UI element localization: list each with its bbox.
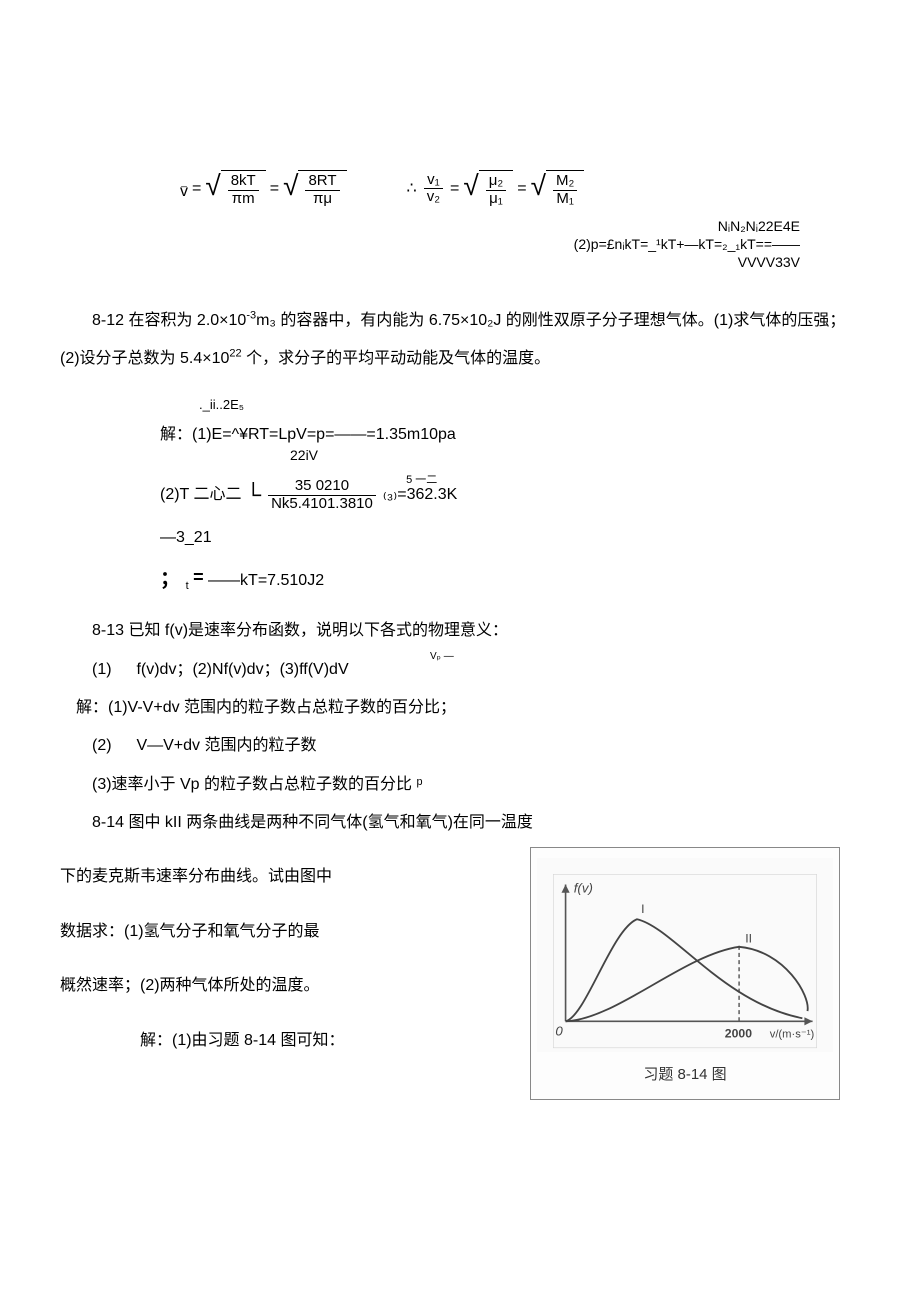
svg-text:v/(m·s⁻¹): v/(m·s⁻¹)	[770, 1029, 815, 1041]
svg-text:f(v): f(v)	[574, 881, 593, 896]
problem-8-14-head: 8-14 图中 kII 两条曲线是两种不同气体(氢气和氧气)在同一温度	[60, 804, 860, 842]
maxwell-distribution-chart: f(v)02000v/(m·s⁻¹)III	[537, 858, 833, 1052]
sol812-pre: ._ii..2E₅	[160, 393, 860, 416]
problem-8-13-list: (1) f(v)dv；(2)Nf(v)dv；(3)ff(V)dV Vₚ —	[60, 651, 860, 689]
document-page: _ v = √ 8kT πm = √	[0, 0, 920, 1170]
p813-ans2-label: (2)	[92, 727, 132, 765]
sol812-line2-a: (2)T 二心二	[160, 485, 242, 506]
formula-sub-mid: (2)p=£nᵢkT=_¹kT+—kT=₂_₁kT==——	[180, 235, 800, 253]
svg-text:I: I	[641, 903, 644, 917]
sol812-line2-wrap: (2)T 二心二 └ 35 0210 Nk5.4101.3810 ₍₃₎=362…	[160, 478, 860, 512]
problem-8-12-text: 8-12 在容积为 2.0×10-3m₃ 的容器中，有内能为 6.75×10₂J…	[60, 302, 860, 379]
ratio-mid-num: μ₂	[486, 173, 506, 191]
p813-ans1: 解：(1)V-V+dv 范围内的粒子数占总粒子数的百分比；	[60, 689, 860, 727]
figure-box: f(v)02000v/(m·s⁻¹)III 习题 8-14 图	[530, 847, 840, 1100]
sol812-line1: 解：(1)E=^¥RT=LpV=p=——=1.35m10pa	[160, 426, 456, 443]
symbol-vbar: _ v	[180, 179, 188, 199]
vbar-num2: 8RT	[305, 173, 339, 191]
solution-8-12: ._ii..2E₅ 解：(1)E=^¥RT=LpV=p=——=1.35m10pa…	[60, 393, 860, 597]
formula-sub-top: NᵢN₂Nᵢ22E4E	[180, 217, 800, 235]
formula-block-top: _ v = √ 8kT πm = √	[60, 170, 860, 272]
formula-ratio: ∴ v₁ v₂ = √ μ₂ μ₁ = √	[407, 170, 585, 207]
p813-list-body: f(v)dv；(2)Nf(v)dv；(3)ff(V)dV	[136, 661, 348, 678]
sol812-line1-wrap: 解：(1)E=^¥RT=LpV=p=——=1.35m10pa 22iV	[160, 425, 860, 467]
ratio-lhs-num: v₁	[424, 172, 443, 190]
vbar-den1: πm	[229, 191, 258, 208]
ratio-rhs-num: M₂	[553, 173, 577, 191]
figure-caption: 习题 8-14 图	[537, 1052, 833, 1093]
formula-row-main: _ v = √ 8kT πm = √	[180, 170, 860, 207]
problem-8-13-head: 8-13 已知 f(v)是速率分布函数，说明以下各式的物理意义：	[60, 612, 860, 650]
svg-text:2000: 2000	[725, 1027, 752, 1041]
ratio-lhs-den: v₂	[424, 189, 443, 206]
p813-list-sup: Vₚ —	[430, 645, 454, 669]
formula-sub-block: NᵢN₂Nᵢ22E4E (2)p=£nᵢkT=_¹kT+—kT=₂_₁kT==—…	[180, 217, 860, 272]
svg-text:0: 0	[555, 1024, 563, 1039]
svg-text:II: II	[745, 932, 752, 946]
p813-list-label: (1)	[92, 651, 132, 689]
sol812-line4-wrap: ； t = ——kT=7.510J2	[160, 561, 860, 597]
formula-vbar: _ v = √ 8kT πm = √	[180, 170, 347, 207]
ratio-mid-den: μ₁	[486, 191, 506, 208]
figure-8-14: f(v)02000v/(m·s⁻¹)III 习题 8-14 图	[530, 847, 840, 1100]
vbar-num1: 8kT	[228, 173, 259, 191]
formula-sub-bot: VVVV33V	[180, 253, 800, 271]
sol812-line1-sub: 22iV	[160, 447, 318, 463]
p813-ans2-body: V—V+dv 范围内的粒子数	[136, 737, 316, 754]
p813-ans3: (3)速率小于 Vp 的粒子数占总粒子数的百分比 ᵖ	[60, 766, 860, 804]
vbar-den2: πμ	[310, 191, 335, 208]
ratio-rhs-den: M₁	[553, 191, 577, 208]
sol812-line3: —3_21	[160, 524, 860, 553]
p813-ans2: (2) V—V+dv 范围内的粒子数	[60, 727, 860, 765]
